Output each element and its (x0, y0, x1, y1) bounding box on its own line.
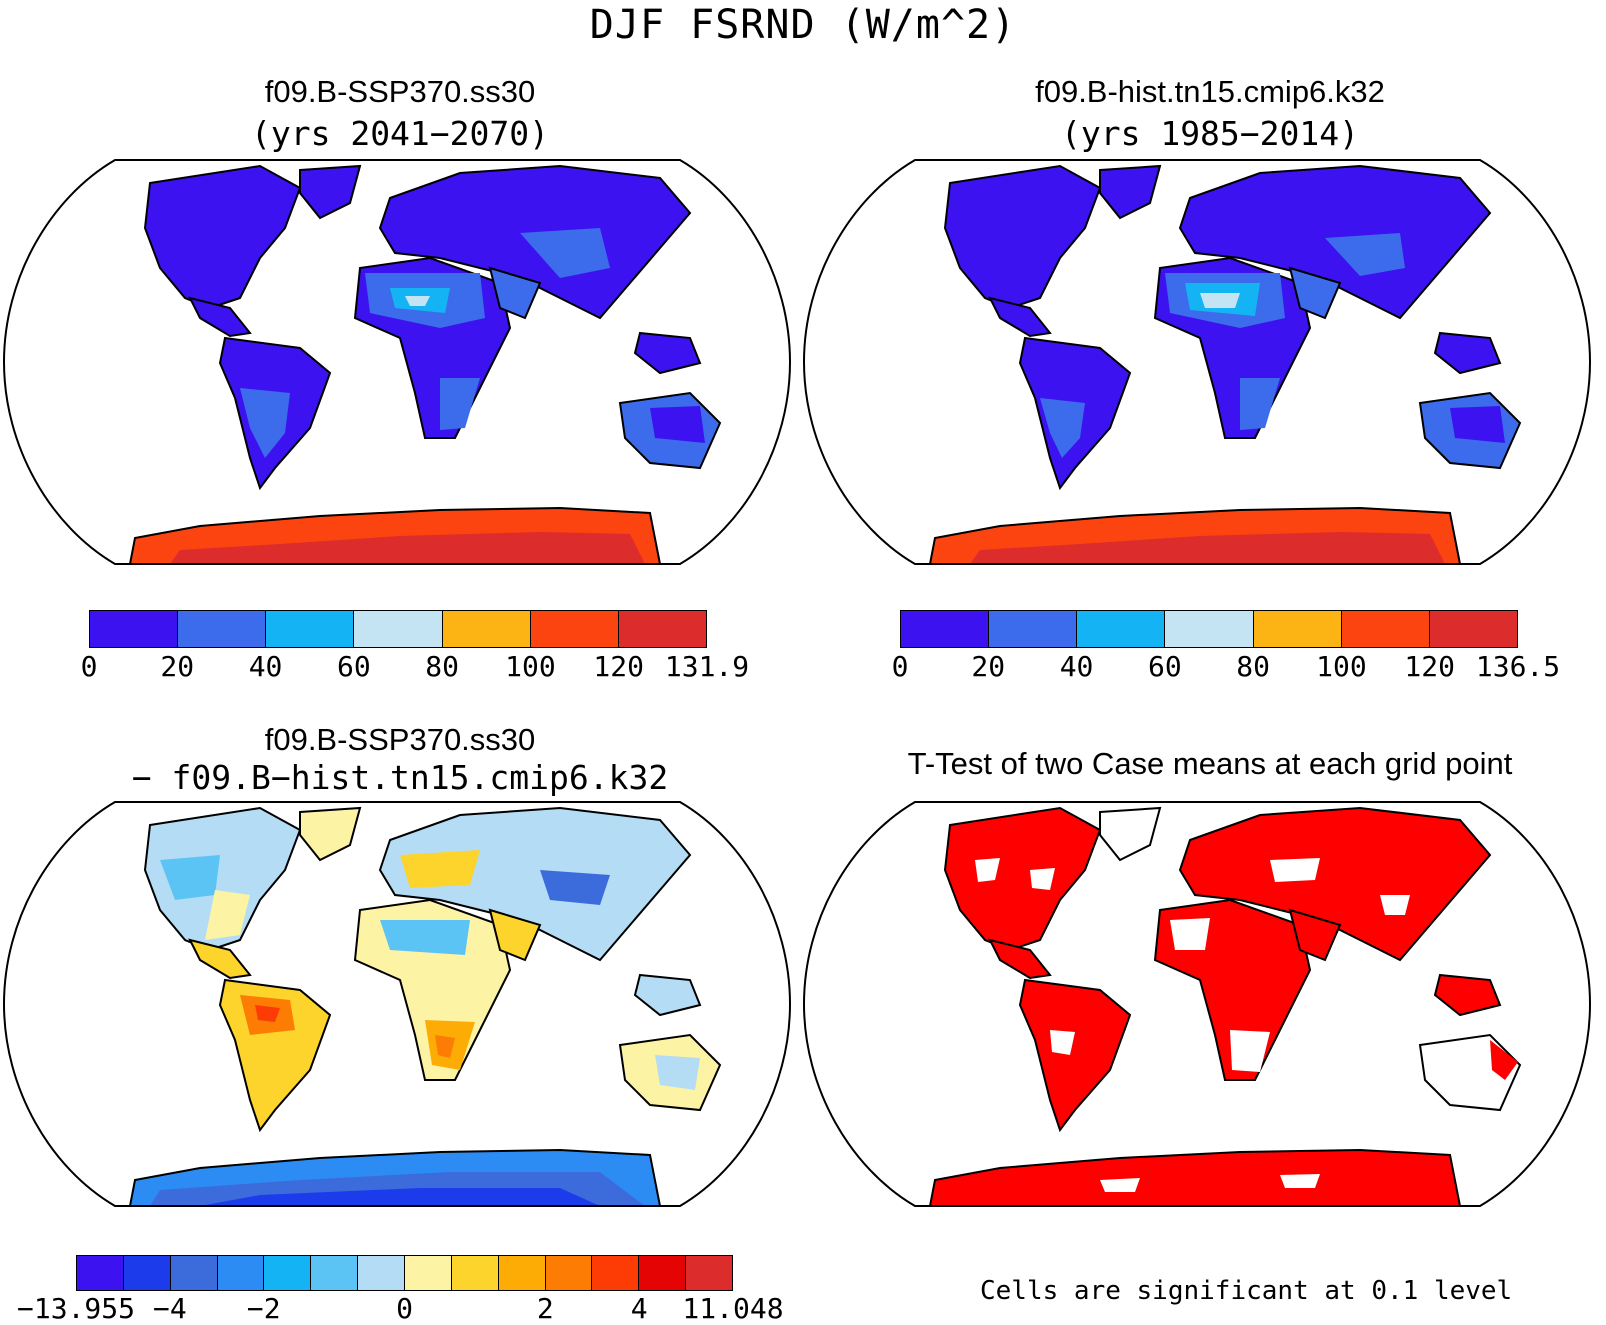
colorbar-cell (989, 611, 1078, 647)
colorbar-cell (90, 611, 179, 647)
figure-title: DJF FSRND (W/m^2) (589, 2, 1017, 48)
colorbar-bottom-left (76, 1255, 733, 1291)
colorbar-tick-label: −13.955 (16, 1292, 136, 1325)
colorbar-cell (358, 1256, 406, 1290)
colorbar-tick-label: 120 (593, 650, 644, 683)
colorbar-cell (592, 1256, 640, 1290)
colorbar-cell (451, 1256, 499, 1290)
colorbar-cell (639, 1256, 687, 1290)
colorbar-cell (170, 1256, 218, 1290)
panel-tl-title: f09.B-SSP370.ss30 (264, 74, 536, 109)
colorbar-cell (1429, 611, 1517, 647)
colorbar-tick-label: −4 (152, 1292, 187, 1325)
colorbar-tick-label: −2 (246, 1292, 281, 1325)
colorbar-tick-label: 11.048 (682, 1292, 784, 1325)
colorbar-tick-label: 2 (536, 1292, 554, 1325)
colorbar-cell (311, 1256, 359, 1290)
colorbar-top-right (900, 610, 1518, 648)
colorbar-cell (545, 1256, 593, 1290)
colorbar-cell (1165, 611, 1254, 647)
colorbar-cell (901, 611, 990, 647)
colorbar-tick-label: 100 (505, 650, 556, 683)
colorbar-tick-label: 0 (80, 650, 98, 683)
colorbar-tick-label: 80 (1236, 650, 1270, 683)
colorbar-tick-label: 120 (1404, 650, 1455, 683)
colorbar-cell (442, 611, 531, 647)
panel-tr-title: f09.B-hist.tn15.cmip6.k32 (1035, 74, 1385, 109)
colorbar-cell (264, 1256, 312, 1290)
colorbar-cell (530, 611, 619, 647)
colorbar-tick-label: 4 (630, 1292, 648, 1325)
colorbar-tick-label: 60 (336, 650, 371, 683)
map-bottom-right (802, 801, 1592, 1207)
colorbar-cell (686, 1256, 733, 1290)
colorbar-cell (178, 611, 267, 647)
colorbar-tick-label: 136.5 (1475, 650, 1561, 683)
colorbar-tick-label: 20 (971, 650, 1006, 683)
colorbar-tick-label: 20 (160, 650, 195, 683)
colorbar-cell (123, 1256, 171, 1290)
colorbar-cell (1253, 611, 1342, 647)
colorbar-cell (77, 1256, 124, 1290)
colorbar-cell (1077, 611, 1166, 647)
colorbar-cell (354, 611, 443, 647)
map-top-left (2, 159, 792, 565)
panel-bl-title: f09.B-SSP370.ss30 (264, 722, 536, 757)
significance-note: Cells are significant at 0.1 level (980, 1276, 1513, 1306)
map-bottom-left (2, 801, 792, 1207)
colorbar-cell (498, 1256, 546, 1290)
panel-br-title: T-Test of two Case means at each grid po… (907, 746, 1513, 781)
colorbar-cell (405, 1256, 452, 1290)
colorbar-cell (217, 1256, 265, 1290)
panel-bl-subtitle: − f09.B−hist.tn15.cmip6.k32 (131, 758, 669, 797)
map-top-right (802, 159, 1592, 565)
colorbar-tick-label: 0 (891, 650, 909, 683)
panel-tr-subtitle: (yrs 1985−2014) (1060, 114, 1359, 153)
colorbar-cell (266, 611, 355, 647)
colorbar-tick-label: 131.9 (664, 650, 750, 683)
colorbar-tick-label: 40 (248, 650, 283, 683)
colorbar-cell (1341, 611, 1430, 647)
colorbar-cell (618, 611, 706, 647)
colorbar-tick-label: 0 (396, 1292, 413, 1325)
colorbar-tick-label: 60 (1147, 650, 1182, 683)
colorbar-tick-label: 100 (1316, 650, 1367, 683)
colorbar-tick-label: 40 (1059, 650, 1094, 683)
panel-tl-subtitle: (yrs 2041−2070) (250, 114, 549, 153)
colorbar-tick-label: 80 (425, 650, 459, 683)
colorbar-top-left (89, 610, 707, 648)
